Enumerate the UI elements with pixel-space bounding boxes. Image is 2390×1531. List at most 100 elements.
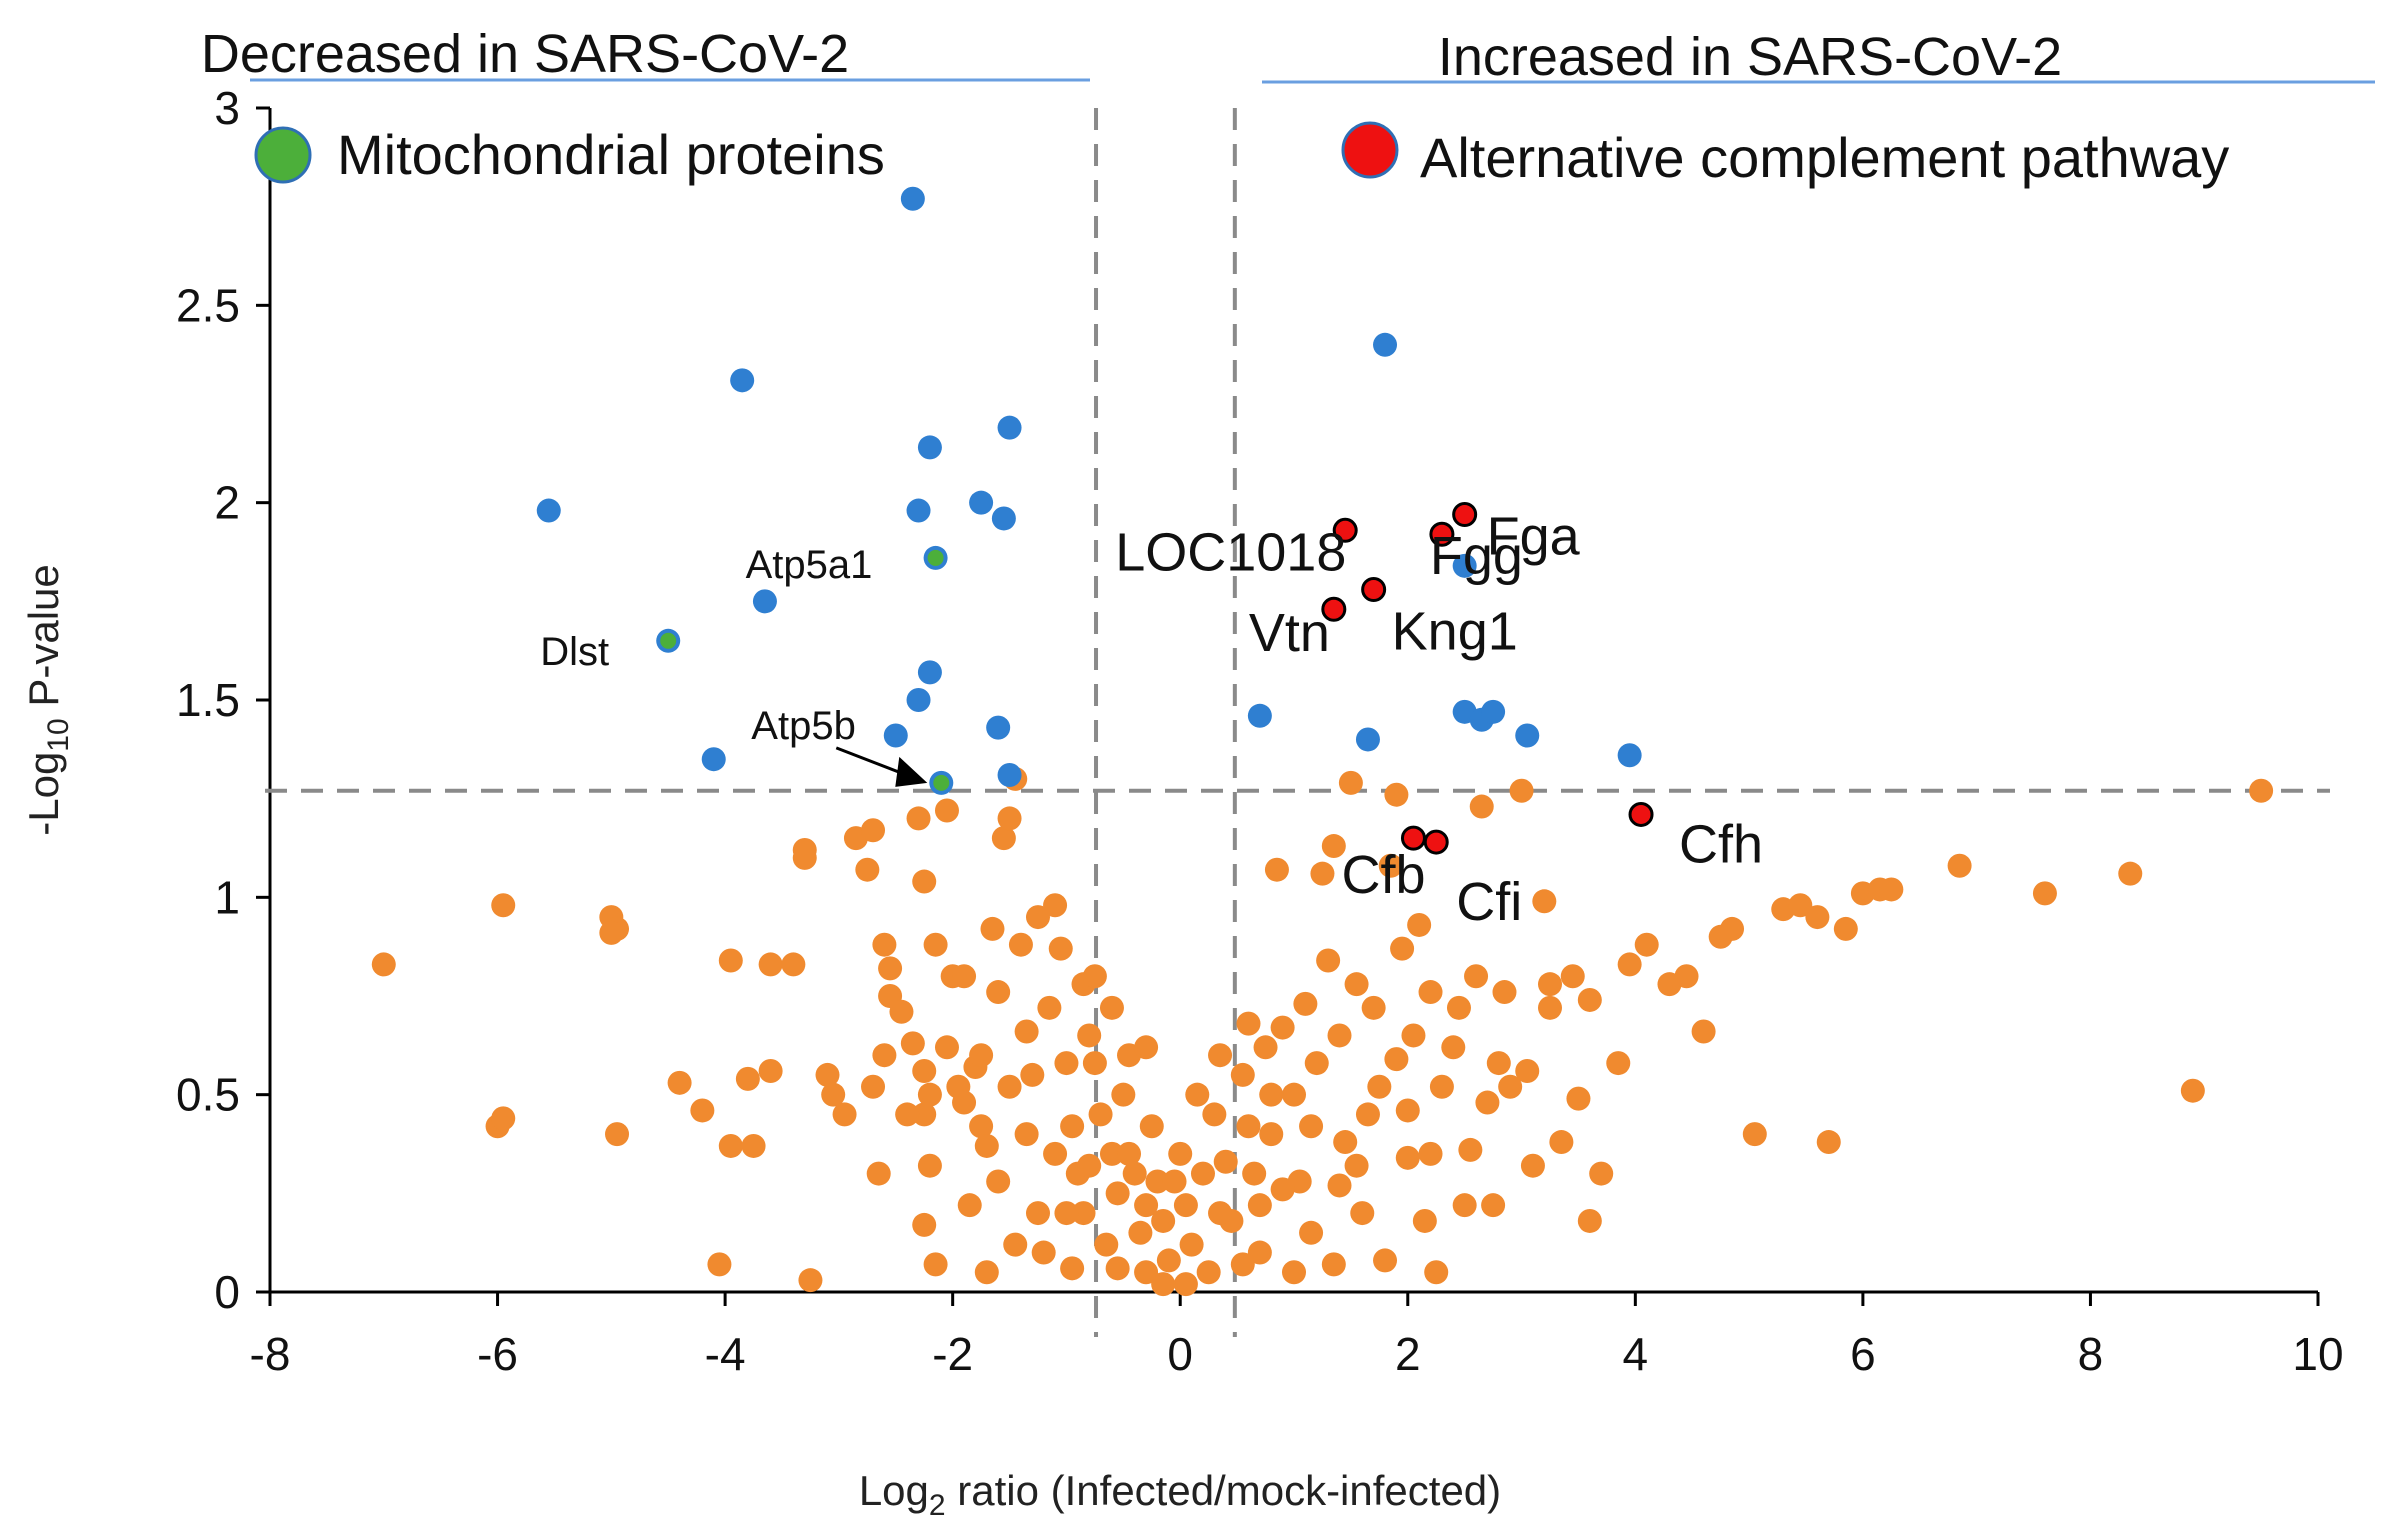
point-nonsignificant — [1549, 1130, 1574, 1155]
point-nonsignificant — [1805, 905, 1830, 930]
point-nonsignificant — [1879, 877, 1904, 902]
point-nonsignificant — [934, 798, 959, 823]
point-nonsignificant — [1139, 1114, 1164, 1139]
point-nonsignificant — [1208, 1201, 1233, 1226]
point-nonsignificant — [1321, 834, 1346, 859]
point-significant — [917, 660, 942, 685]
data-points — [371, 186, 2274, 1297]
point-mitochondrial — [933, 774, 950, 791]
y-tick-label: 1.5 — [176, 674, 240, 726]
point-nonsignificant — [1168, 1141, 1193, 1166]
point-mitochondrial — [927, 549, 944, 566]
point-nonsignificant — [1111, 1082, 1136, 1107]
point-nonsignificant — [599, 920, 624, 945]
point-nonsignificant — [872, 932, 897, 957]
point-nonsignificant — [1441, 1035, 1466, 1060]
point-complement — [1321, 596, 1347, 622]
x-tick-label: -8 — [250, 1328, 291, 1380]
point-nonsignificant — [1151, 1208, 1176, 1233]
point-nonsignificant — [1020, 1062, 1045, 1087]
point-nonsignificant — [1412, 1208, 1437, 1233]
point-nonsignificant — [997, 1074, 1022, 1099]
point-nonsignificant — [1299, 1114, 1324, 1139]
x-tick-label: 0 — [1167, 1328, 1193, 1380]
point-nonsignificant — [952, 1090, 977, 1115]
point-nonsignificant — [2180, 1078, 2205, 1103]
point-nonsignificant — [1327, 1023, 1352, 1048]
point-nonsignificant — [741, 1133, 766, 1158]
point-significant — [1481, 699, 1506, 724]
title-decreased: Decreased in SARS-CoV-2 — [201, 24, 849, 84]
point-nonsignificant — [758, 1058, 783, 1083]
point-nonsignificant — [912, 1212, 937, 1237]
point-nonsignificant — [923, 932, 948, 957]
point-nonsignificant — [1247, 1193, 1272, 1218]
point-nonsignificant — [1145, 1169, 1170, 1194]
point-nonsignificant — [912, 1102, 937, 1127]
point-nonsignificant — [986, 980, 1011, 1005]
point-nonsignificant — [878, 956, 903, 981]
point-nonsignificant — [1458, 1137, 1483, 1162]
point-nonsignificant — [1418, 1141, 1443, 1166]
point-nonsignificant — [798, 1268, 823, 1293]
point-nonsignificant — [1560, 964, 1585, 989]
point-significant — [991, 506, 1016, 531]
point-nonsignificant — [1026, 905, 1050, 930]
point-nonsignificant — [1077, 1153, 1102, 1178]
point-nonsignificant — [1037, 995, 1062, 1020]
point-nonsignificant — [1259, 1122, 1284, 1147]
point-nonsignificant — [1617, 952, 1642, 977]
point-significant — [1515, 723, 1540, 748]
point-significant — [997, 415, 1022, 440]
point-nonsignificant — [1043, 893, 1068, 918]
point-nonsignificant — [1344, 1153, 1369, 1178]
point-nonsignificant — [1401, 1023, 1426, 1048]
point-nonsignificant — [1532, 889, 1557, 914]
point-nonsignificant — [917, 1153, 942, 1178]
point-nonsignificant — [1190, 1161, 1215, 1186]
point-nonsignificant — [1367, 1074, 1392, 1099]
point-complement — [1332, 517, 1358, 543]
point-nonsignificant — [1327, 1173, 1352, 1198]
y-tick-label: 2 — [214, 477, 240, 529]
point-nonsignificant — [1247, 1240, 1272, 1265]
point-nonsignificant — [735, 1066, 760, 1091]
point-nonsignificant — [832, 1102, 857, 1127]
point-nonsignificant — [1208, 1043, 1233, 1068]
point-nonsignificant — [1395, 1145, 1420, 1170]
point-nonsignificant — [1788, 893, 1813, 918]
point-nonsignificant — [861, 1074, 886, 1099]
point-nonsignificant — [1014, 1019, 1039, 1044]
point-significant — [986, 715, 1011, 740]
point-nonsignificant — [1099, 995, 1124, 1020]
point-nonsignificant — [1031, 1240, 1056, 1265]
annotation-loc1018: LOC1018 — [1115, 522, 1346, 582]
threshold-lines — [265, 108, 2330, 1337]
point-nonsignificant — [1691, 1019, 1716, 1044]
point-nonsignificant — [1361, 995, 1386, 1020]
x-tick-label: 4 — [1623, 1328, 1649, 1380]
point-significant — [906, 498, 931, 523]
point-nonsignificant — [1816, 1130, 1841, 1155]
legend-marker-mitochondrial — [254, 126, 312, 184]
point-nonsignificant — [1634, 932, 1659, 957]
point-nonsignificant — [707, 1252, 732, 1277]
point-nonsignificant — [1259, 1082, 1284, 1107]
point-nonsignificant — [1481, 1193, 1506, 1218]
point-nonsignificant — [718, 948, 743, 973]
point-significant — [701, 747, 726, 772]
point-nonsignificant — [900, 1031, 925, 1056]
point-nonsignificant — [1060, 1114, 1085, 1139]
point-nonsignificant — [974, 1133, 999, 1158]
point-nonsignificant — [1014, 1122, 1039, 1147]
point-nonsignificant — [986, 1169, 1011, 1194]
point-nonsignificant — [1293, 991, 1318, 1016]
axis-ticks: -8 -6 -4 -2 0 2 4 6 8 10 0 0.5 1 1.5 2 2.5 3 — [176, 82, 2344, 1380]
point-nonsignificant — [974, 1260, 999, 1285]
point-nonsignificant — [1077, 1023, 1102, 1048]
point-nonsignificant — [1384, 1047, 1409, 1072]
point-complement — [1452, 502, 1478, 528]
annotation-cfb: Cfb — [1341, 845, 1425, 905]
point-nonsignificant — [923, 1252, 948, 1277]
point-nonsignificant — [1213, 1149, 1238, 1174]
